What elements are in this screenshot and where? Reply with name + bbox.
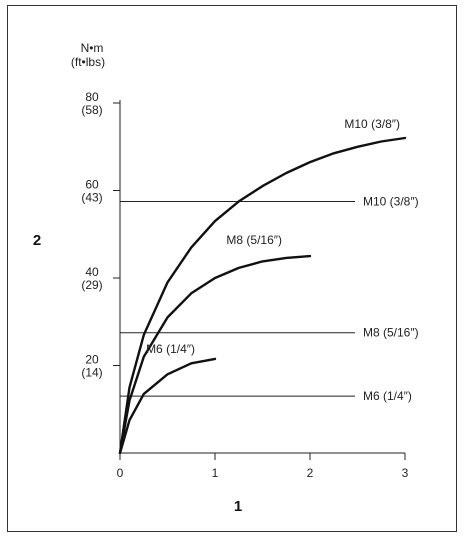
y-unit-label: N•m xyxy=(81,41,104,55)
plot-area: 0 1 2 3 20(14) 40(29) 60(43) 80(58) M10 (3/8″) M8… xyxy=(81,90,418,480)
curve-label-1: M8 (5/16″) xyxy=(226,233,282,247)
curve-2 xyxy=(118,357,217,455)
curve-label-0: M10 (3/8″) xyxy=(344,117,400,131)
curve-label-2: M6 (1/4″) xyxy=(146,342,195,356)
y-tick-label-1: 40 xyxy=(85,265,99,279)
y-tick-label-2: 60 xyxy=(85,178,99,192)
curve-1 xyxy=(118,254,312,455)
x-tick-label-3: 3 xyxy=(402,466,409,480)
curve-0 xyxy=(118,136,407,455)
reference-line-label-1: M8 (5/16″) xyxy=(363,326,419,340)
y-tick-sub-label-3: (58) xyxy=(81,103,102,117)
y-tick-sub-label-2: (43) xyxy=(81,191,102,205)
x-tick-label-0: 0 xyxy=(117,466,124,480)
y-tick-label-0: 20 xyxy=(85,353,99,367)
x-tick-label-2: 2 xyxy=(307,466,314,480)
chart-frame xyxy=(7,5,457,532)
reference-line-label-2: M6 (1/4″) xyxy=(363,389,412,403)
y-unit-sub-label: (ft•lbs) xyxy=(71,55,105,69)
x-axis-label: 1 xyxy=(234,498,242,515)
y-tick-sub-label-1: (29) xyxy=(81,278,102,292)
y-axis-label: 2 xyxy=(33,232,41,249)
x-tick-label-1: 1 xyxy=(212,466,219,480)
y-tick-label-3: 80 xyxy=(85,90,99,104)
reference-line-label-0: M10 (3/8″) xyxy=(363,194,419,208)
y-tick-sub-label-0: (14) xyxy=(81,366,102,380)
